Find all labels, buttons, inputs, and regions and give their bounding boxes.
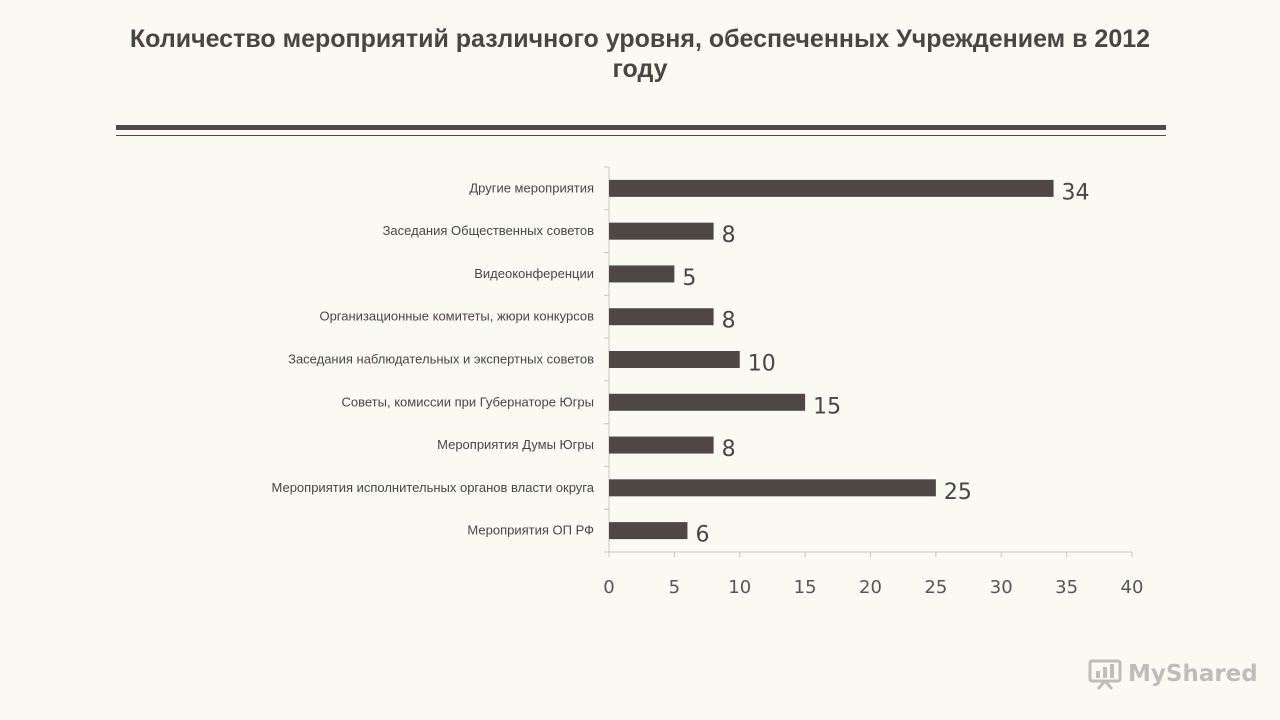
bar [609,222,714,240]
data-label: 34 [1062,180,1090,205]
category-label: Мероприятия ОП РФ [467,523,594,538]
x-tick-label: 25 [924,577,947,598]
data-label: 8 [722,309,736,334]
data-label: 25 [944,480,972,505]
bar [609,436,714,454]
data-label: 5 [682,266,696,291]
bar [609,479,936,497]
x-tick-label: 5 [669,577,680,598]
x-tick-label: 40 [1121,577,1144,598]
title-divider-thin [116,135,1166,136]
watermark-logo: MyShared [1088,656,1258,692]
bar [609,308,714,326]
category-label: Мероприятия Думы Югры [437,437,594,452]
title-divider-thick [116,125,1166,130]
bar [609,351,740,368]
data-label: 8 [722,437,736,462]
category-label: Советы, комиссии при Губернаторе Югры [342,394,595,409]
bar [609,265,675,283]
x-tick-label: 20 [859,577,882,598]
category-label: Мероприятия исполнительных органов власт… [272,480,595,495]
category-label: Заседания Общественных советов [383,223,595,238]
x-tick-label: 15 [794,577,817,598]
x-tick-label: 0 [603,577,614,598]
x-tick-label: 30 [990,577,1013,598]
category-label: Другие мероприятия [469,180,594,195]
data-label: 10 [748,352,776,377]
presentation-icon [1088,659,1122,690]
chart-title: Количество мероприятий различного уровня… [129,25,1151,83]
data-label: 15 [813,394,841,419]
x-tick-label: 35 [1055,577,1078,598]
category-label: Видеоконференции [474,266,594,281]
bar [609,522,688,540]
x-tick-label: 10 [728,577,751,598]
bar [609,179,1054,197]
watermark-text: MyShared [1128,661,1258,687]
bar [609,393,806,411]
data-label: 8 [722,223,736,248]
category-label: Заседания наблюдательных и экспертных со… [288,352,594,367]
data-label: 6 [695,523,709,548]
category-label: Организационные комитеты, жюри конкурсов [319,309,594,324]
